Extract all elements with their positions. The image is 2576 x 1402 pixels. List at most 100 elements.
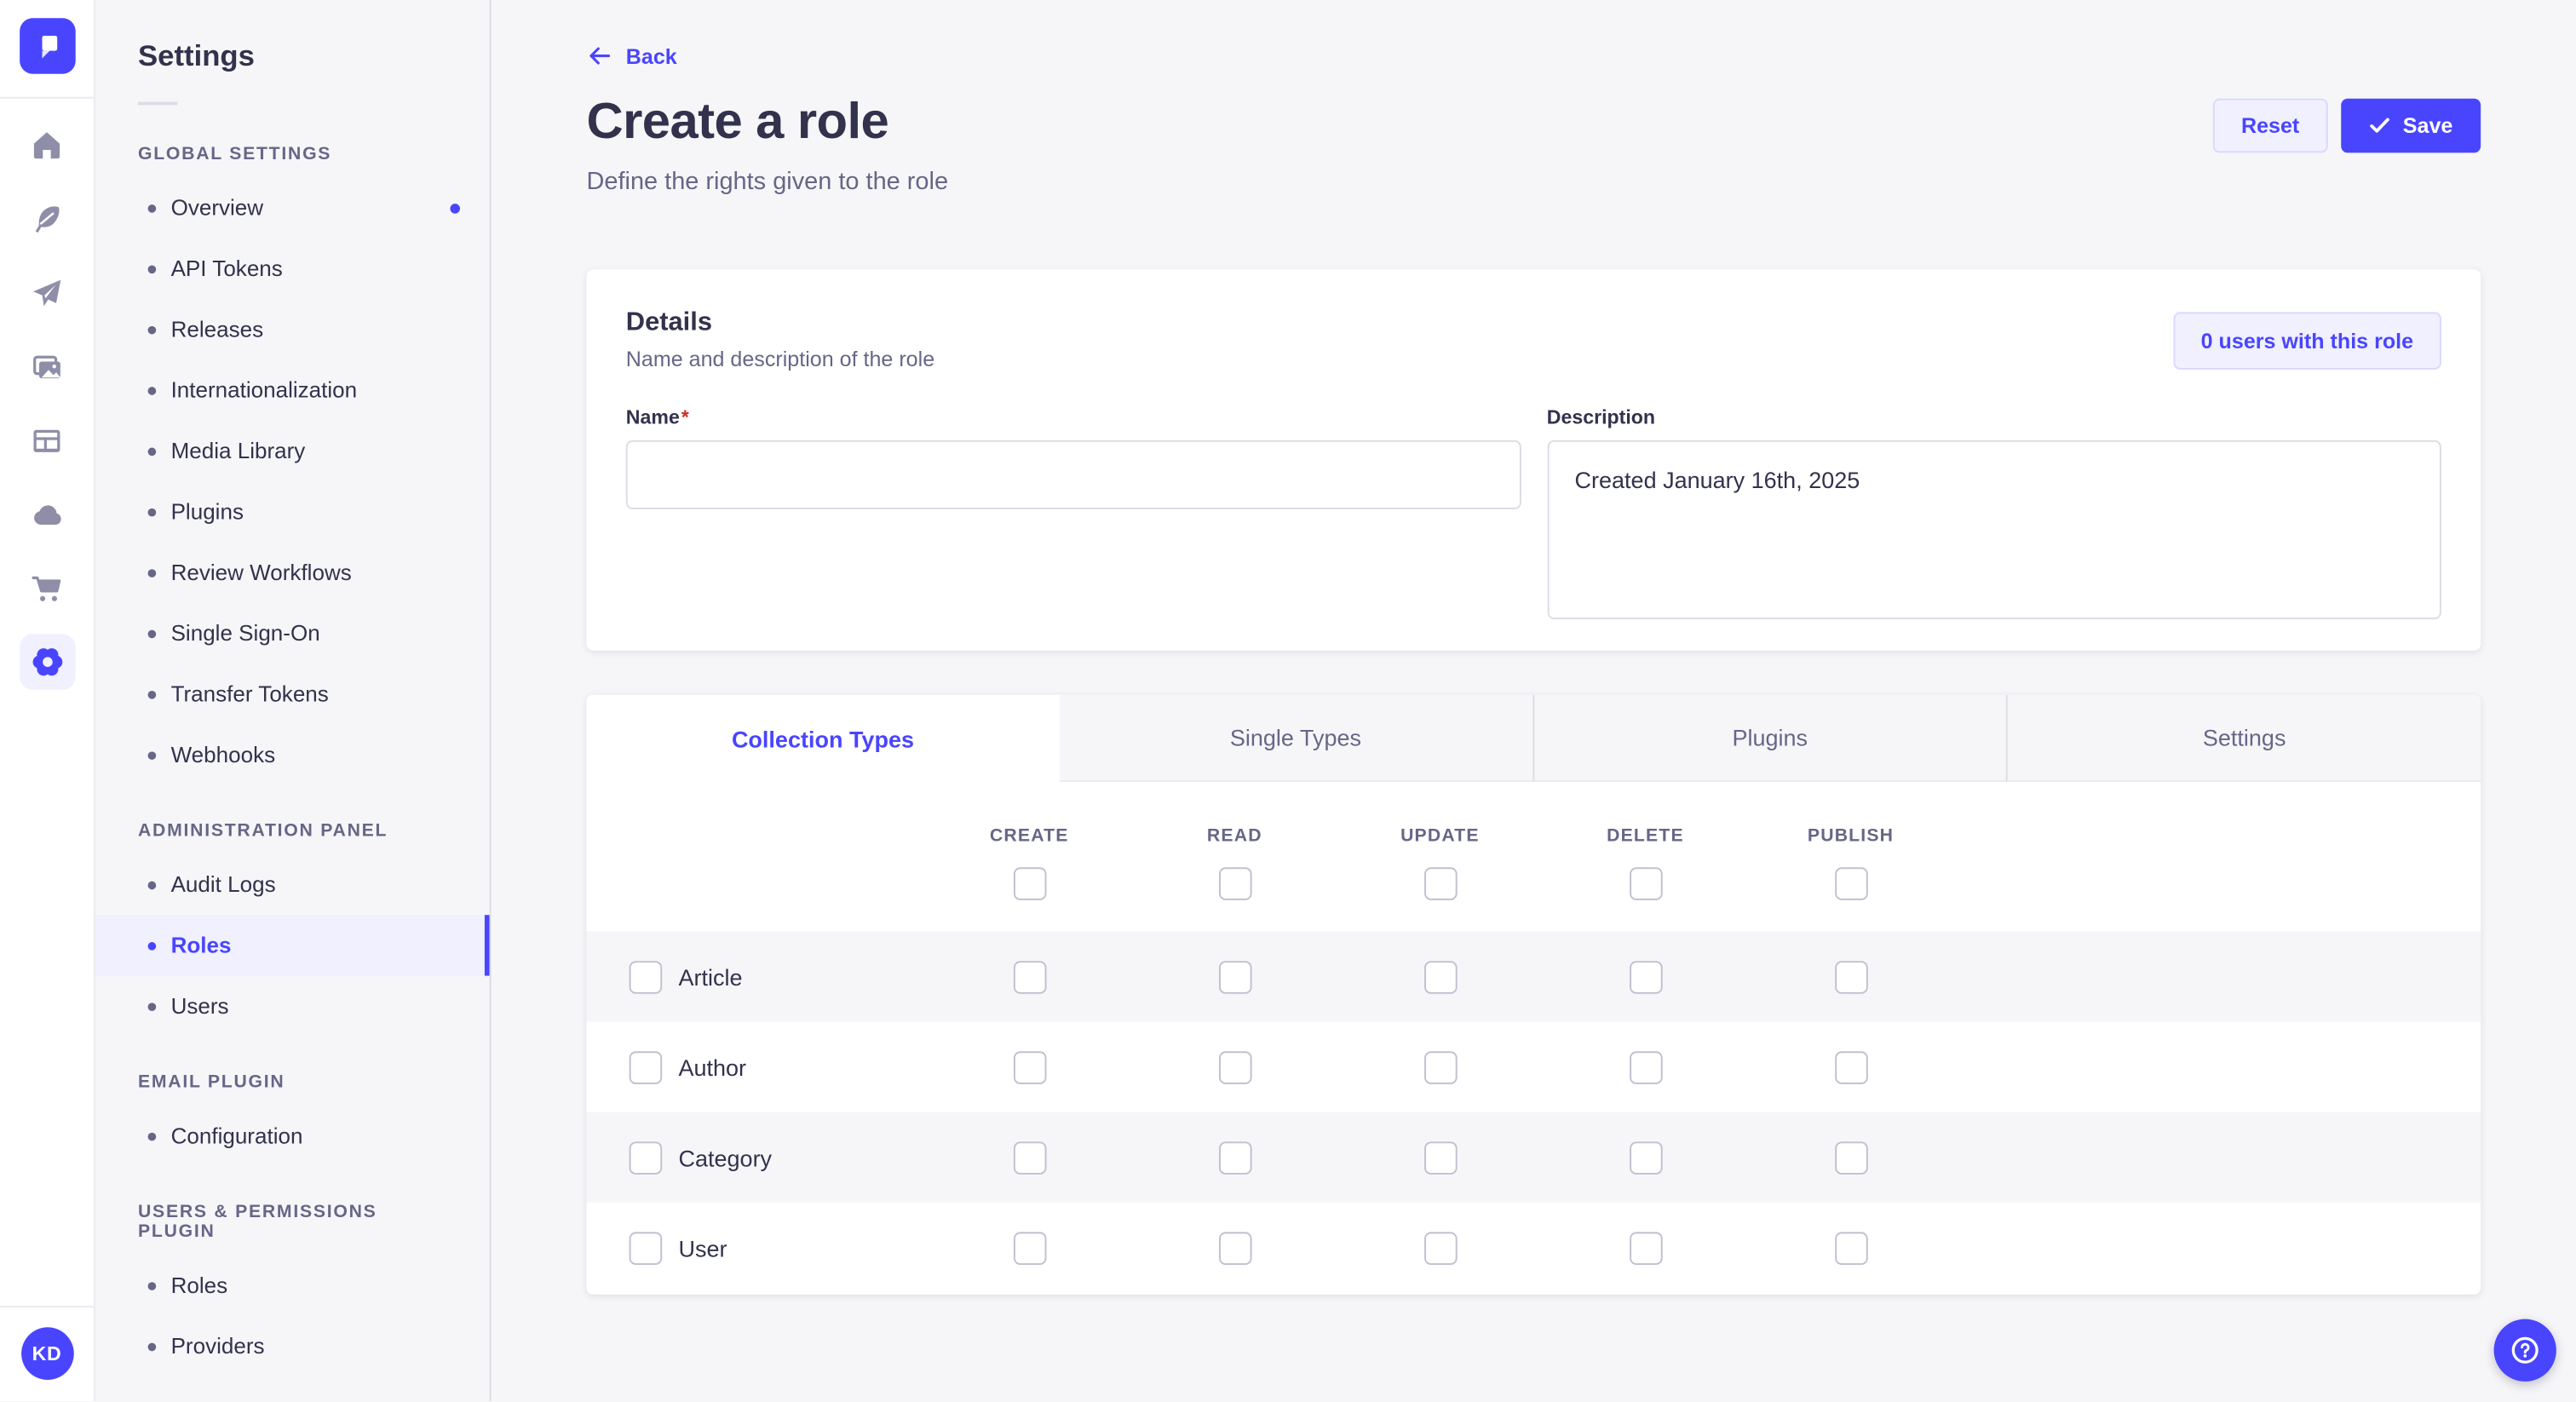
- row-select-checkbox[interactable]: [629, 1231, 663, 1265]
- sidebar-item-webhooks[interactable]: Webhooks: [95, 725, 490, 785]
- table-row-category: Category: [586, 1112, 2481, 1203]
- layout-panel-icon[interactable]: [19, 412, 75, 468]
- question-mark-icon: [2511, 1336, 2539, 1364]
- author-create-checkbox[interactable]: [1012, 1050, 1046, 1083]
- select-all-update-checkbox[interactable]: [1423, 867, 1457, 900]
- select-all-delete-checkbox[interactable]: [1629, 867, 1662, 900]
- active-item-indicator: [484, 915, 490, 976]
- permissions-tabs: Collection Types Single Types Plugins Se…: [586, 694, 2481, 782]
- sidebar-item-users[interactable]: Users: [95, 976, 490, 1037]
- home-icon[interactable]: [19, 117, 75, 173]
- column-header-publish: PUBLISH: [1807, 826, 1895, 847]
- row-select-checkbox[interactable]: [629, 960, 663, 993]
- sidebar-item-providers[interactable]: Providers: [95, 1316, 490, 1376]
- name-label: Name *: [625, 405, 689, 429]
- role-name-input[interactable]: [625, 440, 1521, 509]
- article-create-checkbox[interactable]: [1012, 960, 1046, 993]
- permissions-card: Collection Types Single Types Plugins Se…: [586, 694, 2481, 1295]
- category-update-checkbox[interactable]: [1423, 1141, 1457, 1174]
- required-asterisk: *: [681, 405, 689, 429]
- select-all-read-checkbox[interactable]: [1218, 867, 1251, 900]
- details-card: Details Name and description of the role…: [586, 269, 2481, 651]
- name-field-group: Name *: [625, 405, 1521, 627]
- sidebar-item-plugins[interactable]: Plugins: [95, 481, 490, 542]
- select-all-create-checkbox[interactable]: [1012, 867, 1046, 900]
- sidebar-title: Settings: [138, 39, 255, 72]
- category-create-checkbox[interactable]: [1012, 1141, 1046, 1174]
- column-header-read: READ: [1206, 826, 1262, 847]
- details-title: Details: [625, 308, 712, 337]
- author-publish-checkbox[interactable]: [1834, 1050, 1867, 1083]
- category-read-checkbox[interactable]: [1218, 1141, 1251, 1174]
- back-arrow-icon: [589, 47, 611, 65]
- author-update-checkbox[interactable]: [1423, 1050, 1457, 1083]
- row-label: User: [678, 1234, 727, 1261]
- user-create-checkbox[interactable]: [1012, 1231, 1046, 1265]
- shopping-cart-icon[interactable]: [19, 560, 75, 617]
- users-with-role-badge[interactable]: 0 users with this role: [2172, 312, 2441, 370]
- row-label: Category: [678, 1144, 773, 1171]
- rail-divider-bottom: [0, 1306, 94, 1308]
- cloud-icon[interactable]: [19, 486, 75, 543]
- category-delete-checkbox[interactable]: [1629, 1141, 1662, 1174]
- save-button[interactable]: Save: [2340, 98, 2481, 153]
- paper-plane-icon[interactable]: [19, 265, 75, 321]
- column-header-update: UPDATE: [1400, 826, 1480, 847]
- article-publish-checkbox[interactable]: [1834, 960, 1867, 993]
- sidebar-item-audit-logs[interactable]: Audit Logs: [95, 854, 490, 915]
- row-label: Author: [678, 1054, 747, 1081]
- tab-single-types[interactable]: Single Types: [1059, 694, 1532, 782]
- tab-settings[interactable]: Settings: [2006, 694, 2481, 782]
- details-subtitle: Name and description of the role: [625, 346, 935, 371]
- sidebar-item-api-tokens[interactable]: API Tokens: [95, 238, 490, 299]
- user-update-checkbox[interactable]: [1423, 1231, 1457, 1265]
- article-update-checkbox[interactable]: [1423, 960, 1457, 993]
- sidebar-item-single-sign-on[interactable]: Single Sign-On: [95, 603, 490, 664]
- sidebar-item-up-roles[interactable]: Roles: [95, 1255, 490, 1315]
- section-header-email-plugin: EMAIL PLUGIN: [138, 1072, 285, 1093]
- sidebar-item-media-library[interactable]: Media Library: [95, 421, 490, 481]
- select-all-publish-checkbox[interactable]: [1834, 867, 1867, 900]
- sidebar-item-review-workflows[interactable]: Review Workflows: [95, 542, 490, 602]
- article-delete-checkbox[interactable]: [1629, 960, 1662, 993]
- feather-icon[interactable]: [19, 191, 75, 247]
- sidebar-item-roles-active[interactable]: Roles: [95, 915, 490, 976]
- column-header-delete: DELETE: [1607, 826, 1684, 847]
- table-row-article: Article: [586, 931, 2481, 1022]
- category-publish-checkbox[interactable]: [1834, 1141, 1867, 1174]
- row-select-checkbox[interactable]: [629, 1050, 663, 1083]
- user-read-checkbox[interactable]: [1218, 1231, 1251, 1265]
- row-select-checkbox[interactable]: [629, 1141, 663, 1174]
- rail-divider-top: [0, 96, 94, 99]
- user-avatar[interactable]: KD: [20, 1327, 73, 1380]
- section-header-users-permissions-plugin: USERS & PERMISSIONS PLUGIN: [138, 1202, 377, 1242]
- sidebar-item-configuration[interactable]: Configuration: [95, 1106, 490, 1166]
- row-label: Article: [678, 963, 743, 990]
- strapi-logo[interactable]: [19, 18, 75, 74]
- tab-plugins[interactable]: Plugins: [1532, 694, 2007, 782]
- user-publish-checkbox[interactable]: [1834, 1231, 1867, 1265]
- tab-collection-types[interactable]: Collection Types: [586, 694, 1060, 782]
- sidebar-title-divider: [138, 101, 178, 106]
- role-description-textarea[interactable]: Created January 16th, 2025: [1546, 440, 2441, 620]
- table-row-user: User: [587, 1203, 2481, 1293]
- section-header-global-settings: GLOBAL SETTINGS: [138, 144, 332, 164]
- main-content: Back Create a role Define the rights giv…: [492, 0, 2576, 1402]
- back-link[interactable]: Back: [587, 43, 677, 69]
- sidebar-item-overview[interactable]: Overview: [95, 177, 490, 238]
- sidebar-item-releases[interactable]: Releases: [95, 299, 490, 359]
- sidebar-item-transfer-tokens[interactable]: Transfer Tokens: [95, 664, 490, 724]
- notification-dot: [450, 203, 460, 213]
- table-row-author: Author: [587, 1022, 2481, 1112]
- user-delete-checkbox[interactable]: [1629, 1231, 1662, 1265]
- help-button[interactable]: [2493, 1319, 2556, 1382]
- article-read-checkbox[interactable]: [1218, 960, 1251, 993]
- description-label: Description: [1546, 405, 1656, 429]
- gear-icon-settings-active[interactable]: [19, 634, 75, 690]
- reset-button[interactable]: Reset: [2213, 98, 2328, 153]
- author-read-checkbox[interactable]: [1218, 1050, 1251, 1083]
- media-images-icon[interactable]: [19, 338, 75, 394]
- author-delete-checkbox[interactable]: [1629, 1050, 1662, 1083]
- sidebar-item-internationalization[interactable]: Internationalization: [95, 359, 490, 420]
